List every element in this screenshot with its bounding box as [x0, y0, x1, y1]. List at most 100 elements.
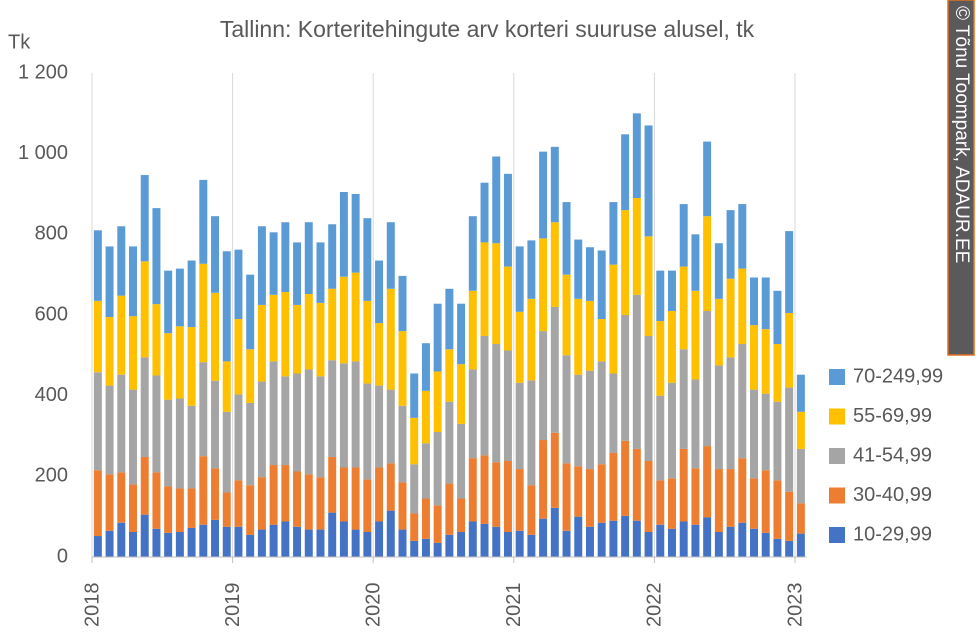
bar-segment: [457, 423, 466, 499]
bar-segment: [492, 243, 501, 345]
bar-segment: [175, 268, 184, 327]
bar-segment: [785, 540, 794, 557]
bar-segment: [691, 468, 700, 525]
bar-segment: [773, 538, 782, 557]
bar-segment: [304, 474, 313, 530]
bar-segment: [140, 261, 149, 358]
legend-label: 10-29,99: [853, 523, 932, 545]
bar-segment: [785, 231, 794, 313]
bar-segment: [316, 302, 325, 377]
bar-segment: [562, 274, 571, 356]
bar-segment: [750, 325, 758, 390]
y-tick-label: 600: [35, 303, 68, 325]
bar-segment: [796, 503, 805, 534]
bar-segment: [140, 357, 149, 457]
bar-segment: [773, 401, 782, 481]
bar-segment: [129, 531, 137, 557]
bar-segment: [164, 270, 173, 334]
bar-segment: [457, 364, 466, 424]
bar-segment: [738, 268, 747, 345]
bar-segment: [668, 310, 676, 383]
bar-segment: [211, 380, 220, 469]
bar-segment: [222, 361, 231, 412]
bar-segment: [386, 463, 395, 511]
bar-segment: [726, 526, 735, 557]
bar-segment: [773, 480, 782, 539]
bar-segment: [351, 467, 360, 530]
source-box: [947, 0, 975, 356]
bar-segment: [773, 344, 782, 402]
bar-segment: [129, 246, 137, 317]
bar-segment: [738, 204, 747, 269]
bar-segment: [164, 399, 173, 487]
bar-segment: [269, 232, 278, 295]
bar-segment: [316, 477, 325, 530]
bar-segment: [316, 529, 325, 557]
bar-segment: [199, 524, 208, 557]
bar-segment: [117, 295, 126, 375]
bar-segment: [164, 333, 173, 400]
bar-segment: [668, 478, 676, 529]
bar-segment: [527, 298, 536, 381]
bar-segment: [597, 250, 606, 320]
bar-segment: [328, 288, 337, 361]
bar-segment: [152, 375, 161, 473]
bar-segment: [293, 304, 302, 374]
bar-segment: [433, 431, 442, 506]
bar-segment: [609, 264, 618, 374]
bar-segment: [398, 405, 407, 483]
bar-segment: [257, 529, 266, 557]
bar-segment: [257, 477, 266, 530]
bar-segment: [199, 456, 208, 525]
bar-segment: [117, 472, 126, 523]
bar-segment: [93, 230, 102, 301]
bar-segment: [457, 498, 466, 532]
bar-segment: [398, 275, 407, 332]
bar-segment: [293, 526, 302, 557]
bar-segment: [375, 521, 384, 557]
bar-segment: [492, 462, 501, 527]
bar-segment: [574, 466, 583, 517]
bar-segment: [175, 531, 184, 557]
bar-segment: [714, 243, 723, 299]
bar-segment: [246, 485, 255, 535]
bar-segment: [152, 304, 161, 376]
bar-segment: [246, 402, 255, 486]
bar-segment: [539, 518, 548, 557]
bar-segment: [656, 524, 665, 557]
bar-segment: [668, 528, 676, 557]
bar-segment: [550, 306, 559, 433]
bar-segment: [457, 531, 466, 557]
bar-segment: [562, 530, 571, 557]
bar-segment: [187, 260, 196, 328]
bar-segment: [421, 390, 430, 444]
bar-segment: [187, 327, 196, 406]
bar-segment: [281, 222, 290, 293]
bar-segment: [445, 483, 454, 535]
bar-segment: [796, 411, 805, 449]
bar-segment: [339, 363, 348, 468]
bar-segment: [105, 385, 114, 475]
bar-segment: [585, 300, 594, 371]
bar-segment: [445, 401, 454, 484]
bar-segment: [515, 530, 524, 557]
legend-swatch: [829, 408, 845, 425]
bar-segment: [527, 534, 536, 557]
y-tick-label: 200: [35, 465, 68, 487]
bar-segment: [152, 472, 161, 529]
y-tick-label: 1 000: [18, 142, 68, 164]
bar-segment: [726, 278, 735, 358]
y-tick-label: 800: [35, 223, 68, 245]
bar-segment: [363, 218, 372, 301]
bar-segment: [293, 471, 302, 527]
bar-segment: [668, 270, 676, 311]
bar-segment: [164, 486, 173, 533]
bar-segment: [609, 520, 618, 557]
bar-segment: [656, 270, 665, 322]
bar-segment: [503, 461, 512, 532]
bar-segment: [117, 522, 126, 557]
bar-segment: [257, 226, 266, 305]
bar-segment: [281, 376, 290, 466]
bar-segment: [468, 290, 477, 370]
bar-segment: [656, 395, 665, 481]
